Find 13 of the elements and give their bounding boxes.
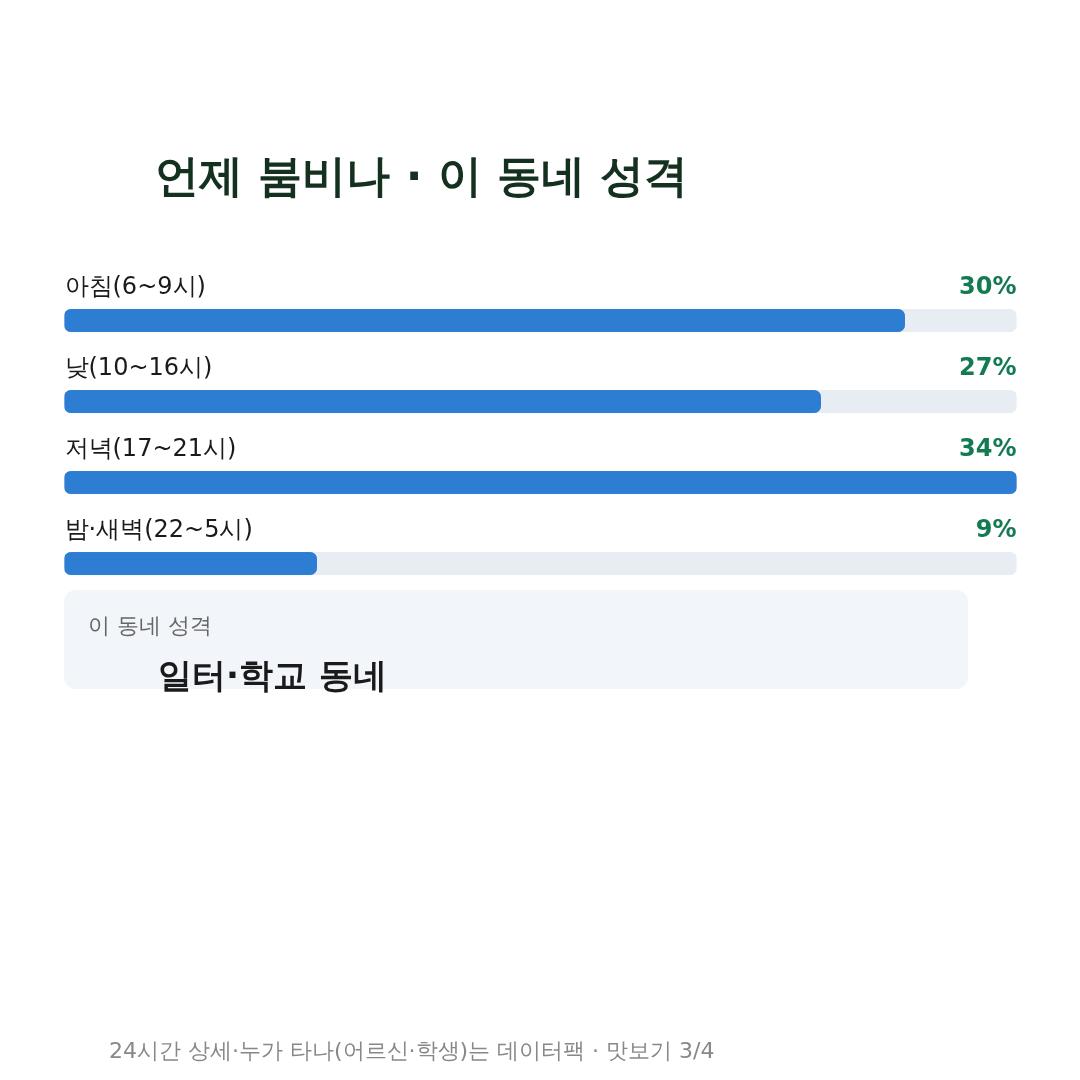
text: 24시간 상세·누가 타나(어르신·학생)는 데이터팩 · 맛보기 3/4 (108, 1037, 715, 1065)
text: 일터·학교 동네 (157, 654, 388, 698)
y-tick-label: 저녁(17~21시) (64, 433, 237, 462)
chart-title: 언제 붐비나 · 이 동네 성격 (154, 149, 689, 203)
data-label: 9% (975, 514, 1017, 543)
y-tick-label: 낮(10~16시) (64, 352, 213, 381)
text: 이 동네 성격 (88, 612, 213, 640)
y-tick-label: 밤·새벽(22~5시) (64, 514, 253, 543)
data-label: 30% (959, 271, 1017, 300)
data-label: 27% (959, 352, 1017, 381)
bar (64, 552, 317, 576)
y-tick-label: 아침(6~9시) (64, 271, 206, 300)
data-label: 34% (959, 433, 1017, 462)
